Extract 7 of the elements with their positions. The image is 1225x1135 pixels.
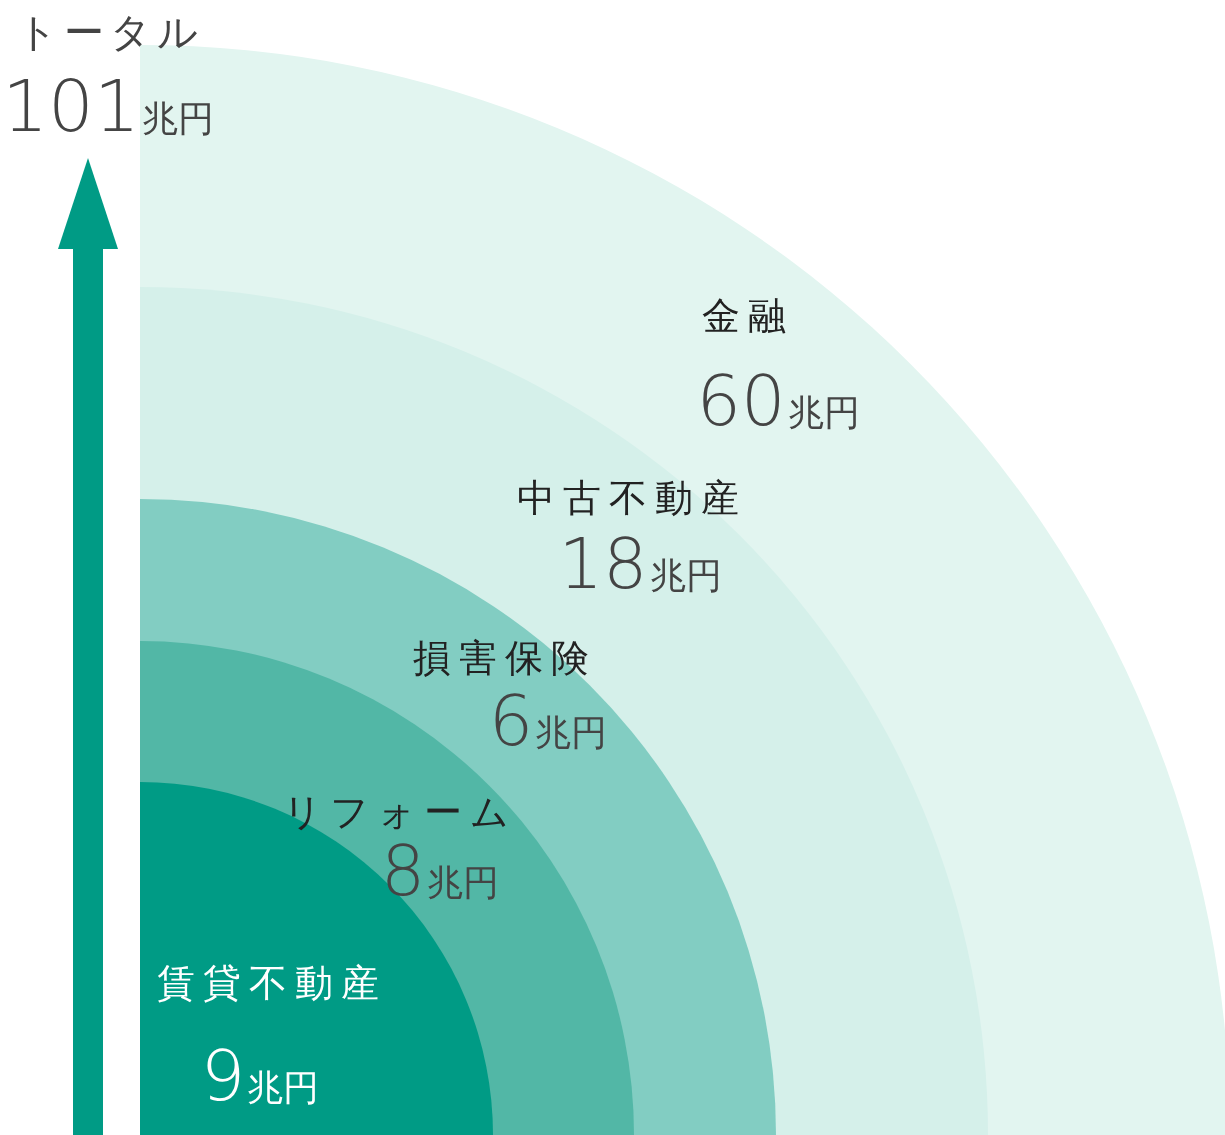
category-label: 中古不動産 xyxy=(517,476,747,520)
text: トータル xyxy=(16,9,204,55)
category-label: 金融 xyxy=(702,294,794,338)
data-label: 9兆円 xyxy=(200,1035,320,1117)
category-label: 損害保険 xyxy=(413,636,597,680)
category-label: 賃貸不動産 xyxy=(157,961,387,1005)
data-label: 6兆円 xyxy=(488,680,608,762)
